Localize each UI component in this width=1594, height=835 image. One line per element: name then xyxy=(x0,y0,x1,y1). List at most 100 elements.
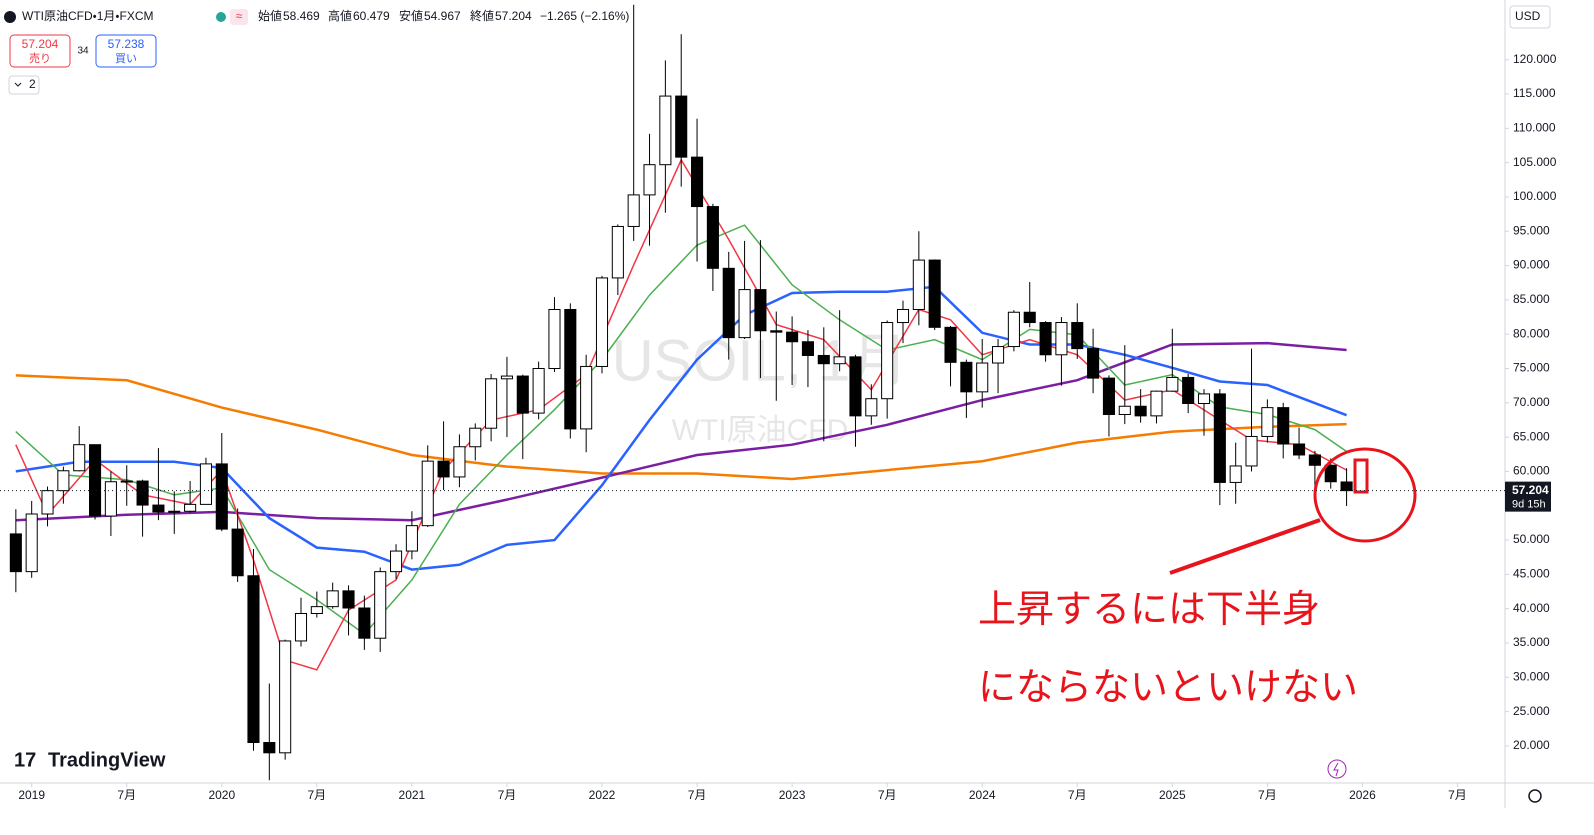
y-tick-label: 35.000 xyxy=(1513,635,1550,649)
candle-body xyxy=(1055,322,1068,356)
annotation-text: 上昇するには下半身 xyxy=(978,589,1320,631)
candle-body xyxy=(770,330,783,333)
candle-body xyxy=(1007,311,1020,348)
x-tick-label: 2020 xyxy=(208,788,235,802)
candle-body xyxy=(786,331,799,343)
moving-average xyxy=(15,341,1347,522)
candle-body xyxy=(992,346,1005,364)
y-tick-label: 120.000 xyxy=(1513,52,1557,66)
y-tick-label: 90.000 xyxy=(1513,258,1550,272)
candle-body xyxy=(9,533,22,573)
candle-body xyxy=(912,259,925,310)
price-tag-countdown: 9d 15h xyxy=(1512,499,1546,511)
candle-body xyxy=(1087,348,1100,379)
candle-body xyxy=(564,308,577,430)
y-tick-label: 40.000 xyxy=(1513,601,1550,615)
status-badge xyxy=(230,9,248,25)
alert-bolt xyxy=(1333,762,1339,777)
annotation: 上昇するには下半身 にならないといけない xyxy=(978,447,1417,709)
x-tick-label: 7月 xyxy=(688,788,707,802)
candle-body xyxy=(168,510,181,513)
currency-button[interactable] xyxy=(1509,5,1551,29)
change: −1.265 (−2.16%) xyxy=(540,9,629,23)
candle-body xyxy=(1071,322,1084,350)
indicator-count: 2 xyxy=(29,77,36,91)
moving-average xyxy=(15,285,1348,571)
chevron xyxy=(14,82,22,87)
candle-body xyxy=(57,470,70,492)
currency: USD xyxy=(1515,9,1541,23)
y-tick-label: 80.000 xyxy=(1513,326,1550,340)
price-tag-value: 57.204 xyxy=(1512,483,1549,497)
candle-body xyxy=(1150,390,1163,417)
candle-body xyxy=(342,590,355,609)
candle-body xyxy=(231,528,244,577)
candle-body xyxy=(215,463,228,530)
candle-body xyxy=(881,322,894,400)
y-tick-label: 100.000 xyxy=(1513,189,1557,203)
annotation-box xyxy=(1353,458,1369,494)
candle-body xyxy=(611,225,624,279)
x-tick-label: 7月 xyxy=(1448,788,1467,802)
settings-icon[interactable] xyxy=(1528,789,1542,803)
candle-body xyxy=(659,95,672,166)
candle-body xyxy=(1261,407,1274,437)
candle-body xyxy=(184,503,197,512)
x-tick-label: 2023 xyxy=(779,788,806,802)
candle-body xyxy=(976,362,989,393)
candle-body xyxy=(247,575,260,744)
y-tick-label: 25.000 xyxy=(1513,704,1550,718)
symbol: WTI原油CFD・1月・FXCM xyxy=(22,9,153,23)
alert-icon[interactable] xyxy=(1327,759,1347,779)
indicator-toggle[interactable] xyxy=(8,75,40,95)
candle-body xyxy=(643,164,656,196)
open-label: 始値 xyxy=(258,8,282,23)
status-badge-icon: ≈ xyxy=(236,9,243,23)
sell-button[interactable] xyxy=(9,34,71,68)
x-tick-label: 7月 xyxy=(307,788,326,802)
annotation-circle xyxy=(1313,447,1417,543)
buy-button[interactable] xyxy=(95,34,157,68)
candle-body xyxy=(1118,405,1131,415)
y-tick-label: 50.000 xyxy=(1513,532,1550,546)
x-tick-label: 2024 xyxy=(969,788,996,802)
candle-body xyxy=(849,356,862,417)
candle-body xyxy=(1308,454,1321,466)
y-tick-label: 70.000 xyxy=(1513,395,1550,409)
candle-body xyxy=(580,365,593,430)
x-tick-label: 7月 xyxy=(1258,788,1277,802)
x-tick-label: 2025 xyxy=(1159,788,1186,802)
candle-body xyxy=(1229,465,1242,483)
candle-body xyxy=(1340,481,1353,492)
candle-body xyxy=(627,194,640,227)
candle-body xyxy=(896,308,910,324)
candle-body xyxy=(1102,377,1115,415)
y-tick-label: 20.000 xyxy=(1513,738,1550,752)
candle-body xyxy=(595,277,609,367)
candle-body xyxy=(263,742,276,754)
candle-body xyxy=(706,206,719,269)
candle-body xyxy=(516,375,529,414)
candle-body xyxy=(738,289,751,339)
x-tick-label: 7月 xyxy=(1068,788,1087,802)
candle-body xyxy=(1324,464,1337,483)
candle-body xyxy=(548,308,561,370)
y-tick-label: 115.000 xyxy=(1513,86,1556,100)
candle-body xyxy=(1023,311,1036,324)
candle-body xyxy=(833,356,846,365)
plot-area: USOIL, 1月 WTI原油CFD xyxy=(9,4,1353,781)
logo-mark: 17 xyxy=(14,749,36,771)
candle-body xyxy=(1039,322,1052,356)
candle-body xyxy=(532,368,545,414)
candle-body xyxy=(691,156,704,208)
close-label: 終値 xyxy=(470,8,494,23)
candle-body xyxy=(1197,393,1211,405)
candle-body xyxy=(722,267,735,339)
candle-body xyxy=(1134,405,1147,417)
x-tick-label: 7月 xyxy=(498,788,517,802)
candle-body xyxy=(500,375,513,380)
spread: 34 xyxy=(77,46,89,57)
y-tick-label: 75.000 xyxy=(1513,361,1550,375)
